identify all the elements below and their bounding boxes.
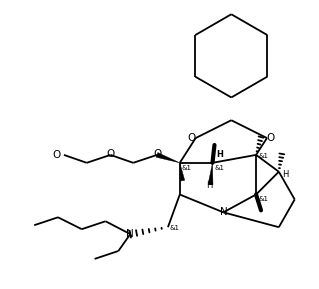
Text: N: N (126, 229, 134, 239)
Text: N: N (219, 207, 227, 217)
Text: &1: &1 (214, 165, 225, 171)
Polygon shape (180, 163, 185, 181)
Text: O: O (153, 149, 161, 159)
Text: O: O (106, 149, 115, 159)
Text: O: O (53, 150, 61, 160)
Text: &1: &1 (258, 197, 268, 203)
Text: H: H (217, 150, 223, 159)
Text: &1: &1 (182, 165, 192, 171)
Polygon shape (156, 153, 180, 163)
Text: &1: &1 (258, 153, 268, 159)
Text: O: O (188, 133, 196, 143)
Text: H: H (282, 170, 288, 179)
Text: &1: &1 (170, 225, 180, 231)
Polygon shape (208, 163, 213, 185)
Text: H: H (206, 181, 213, 190)
Text: O: O (267, 133, 275, 143)
